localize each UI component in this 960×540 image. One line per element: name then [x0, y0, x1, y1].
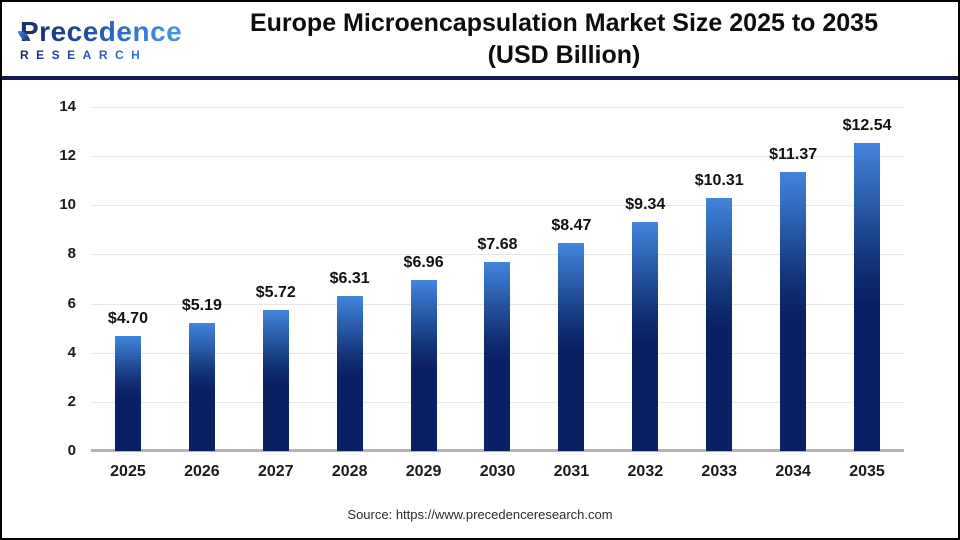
bar-value-label-2029: $6.96 [403, 254, 444, 271]
chart-area: 0 2 4 6 8 10 12 14 $4.70 2025 $5.19 2026 $5.72 2027 $… [2, 80, 958, 534]
bar-group-2032: $9.34 2032 [608, 80, 682, 480]
bar-group-2029: $6.96 2029 [387, 80, 461, 480]
precedence-research-logo: Precedence RESEARCH [2, 15, 183, 61]
bar-2031 [558, 242, 585, 451]
bar-2025 [114, 335, 141, 451]
bar-2030 [484, 262, 511, 451]
bar-group-2026: $5.19 2026 [165, 80, 239, 480]
bar-2029 [410, 280, 437, 451]
bar-value-label-2033: $10.31 [694, 171, 744, 189]
bar-group-2027: $5.72 2027 [239, 80, 313, 480]
x-tick-label-2026: 2026 [184, 463, 220, 480]
gridline-10 [91, 205, 904, 207]
y-tick-label-2: 2 [67, 392, 76, 410]
bar-2033 [706, 197, 733, 451]
x-tick-label-2027: 2027 [257, 463, 294, 480]
bar-2032 [632, 221, 659, 451]
bar-value-label-2028: $6.31 [329, 269, 370, 287]
bar-value-label-2027: $5.72 [255, 284, 296, 302]
bar-2028 [336, 295, 363, 451]
y-tick-label-14: 14 [59, 98, 76, 116]
chart-title: Europe Microencapsulation Market Size 20… [180, 7, 958, 71]
x-tick-label-2028: 2028 [331, 463, 368, 480]
bar-group-2034: $11.37 2034 [756, 80, 830, 480]
logo-sub-text: RESEARCH [20, 49, 180, 61]
bar-2026 [188, 323, 215, 451]
y-axis: 0 2 4 6 8 10 12 14 [2, 80, 76, 459]
header: Precedence RESEARCH Europe Microencapsul… [2, 2, 958, 80]
logo-brand-text: Precedence [20, 15, 183, 47]
bar-value-label-2030: $7.68 [477, 236, 518, 254]
gridline-8 [91, 254, 904, 256]
bar-2027 [262, 310, 289, 451]
x-tick-label-2035: 2035 [849, 463, 885, 480]
chart-title-line2: (USD Billion) [487, 41, 641, 69]
y-tick-label-12: 12 [59, 147, 76, 165]
x-tick-label-2034: 2034 [775, 463, 811, 480]
y-tick-label-8: 8 [67, 245, 76, 263]
bar-value-label-2026: $5.19 [181, 297, 222, 315]
gridline-12 [91, 156, 904, 158]
x-tick-label-2031: 2031 [553, 463, 590, 480]
bar-group-2031: $8.47 2031 [534, 80, 608, 480]
x-tick-label-2033: 2033 [701, 463, 738, 480]
bar-group-2030: $7.68 2030 [461, 80, 535, 480]
bar-value-label-2035: $12.54 [842, 116, 892, 134]
gridline-14 [91, 107, 904, 109]
x-tick-label-2030: 2030 [479, 463, 516, 480]
bar-group-2033: $10.31 2033 [682, 80, 756, 480]
bar-group-2035: $12.54 2035 [830, 80, 904, 480]
bar-value-label-2031: $8.47 [551, 216, 592, 234]
y-tick-label-6: 6 [67, 294, 76, 312]
bar-2035 [854, 142, 881, 451]
bar-2034 [780, 171, 807, 451]
bar-value-label-2025: $4.70 [107, 309, 148, 327]
x-tick-label-2025: 2025 [110, 463, 146, 480]
bar-value-label-2032: $9.34 [625, 195, 666, 213]
bar-group-2025: $4.70 2025 [91, 80, 165, 480]
bar-value-label-2034: $11.37 [769, 145, 818, 163]
chart-title-line1: Europe Microencapsulation Market Size 20… [249, 9, 878, 37]
source-text: Source: https://www.precedenceresearch.c… [347, 507, 613, 522]
bar-group-2028: $6.31 2028 [313, 80, 387, 480]
plot-area: $4.70 2025 $5.19 2026 $5.72 2027 $6.31 2028 $6.9… [91, 80, 904, 480]
x-tick-label-2029: 2029 [405, 463, 442, 480]
y-tick-label-0: 0 [67, 442, 76, 459]
x-tick-label-2032: 2032 [627, 463, 664, 480]
y-tick-label-4: 4 [67, 343, 76, 361]
y-tick-label-10: 10 [59, 196, 76, 214]
